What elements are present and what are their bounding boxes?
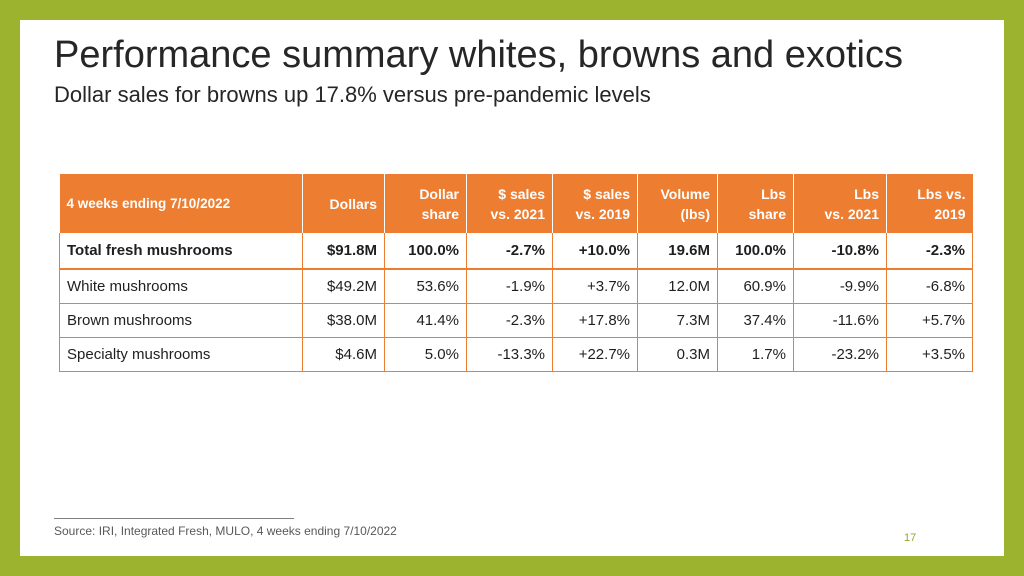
cell-volume: 12.0M bbox=[637, 269, 718, 304]
cell-sales-vs-2021: -2.7% bbox=[466, 233, 553, 270]
header-sales-vs-2021-line2: vs. 2021 bbox=[490, 205, 546, 222]
header-sales-vs-2019-line1: $ sales bbox=[583, 185, 630, 202]
cell-lbs-vs-2019: -6.8% bbox=[886, 269, 973, 304]
cell-lbs-share: 1.7% bbox=[717, 337, 794, 372]
header-sales-vs-2019: $ sales vs. 2019 bbox=[552, 174, 638, 233]
cell-dollar-share: 100.0% bbox=[384, 233, 467, 270]
slide-title: Performance summary whites, browns and e… bbox=[54, 34, 903, 76]
header-lbs-vs-2019-line2: 2019 bbox=[934, 205, 966, 222]
page-number: 17 bbox=[904, 532, 917, 544]
cell-lbs-share: 60.9% bbox=[717, 269, 794, 304]
cell-sales-vs-2019: +10.0% bbox=[552, 233, 638, 270]
header-lbs-vs-2019: Lbs vs. 2019 bbox=[886, 174, 973, 233]
header-lbs-vs-2019-line1: Lbs vs. bbox=[917, 185, 966, 202]
slide: Performance summary whites, browns and e… bbox=[20, 20, 1004, 556]
table-header-row: 4 weeks ending 7/10/2022 Dollars Dollar s… bbox=[59, 174, 973, 233]
cell-lbs-vs-2021: -10.8% bbox=[793, 233, 887, 270]
cell-sales-vs-2021: -1.9% bbox=[466, 269, 553, 304]
header-lbs-share-line1: Lbs bbox=[761, 185, 786, 202]
cell-lbs-vs-2019: +5.7% bbox=[886, 303, 973, 338]
cell-lbs-vs-2021: -9.9% bbox=[793, 269, 887, 304]
performance-summary-table: 4 weeks ending 7/10/2022 Dollars Dollar s… bbox=[59, 174, 973, 372]
cell-dollar-share: 41.4% bbox=[384, 303, 467, 338]
table-row-white: White mushrooms $49.2M 53.6% -1.9% +3.7%… bbox=[59, 269, 973, 304]
footnote-divider bbox=[54, 518, 294, 519]
cell-sales-vs-2019: +3.7% bbox=[552, 269, 638, 304]
header-volume-line1: Volume bbox=[660, 185, 710, 202]
cell-sales-vs-2021: -2.3% bbox=[466, 303, 553, 338]
cell-dollars: $4.6M bbox=[302, 337, 385, 372]
header-lbs-vs-2021-line1: Lbs bbox=[854, 185, 879, 202]
cell-dollar-share: 5.0% bbox=[384, 337, 467, 372]
header-lbs-share: Lbs share bbox=[717, 174, 794, 233]
cell-sales-vs-2019: +17.8% bbox=[552, 303, 638, 338]
cell-lbs-vs-2021: -11.6% bbox=[793, 303, 887, 338]
header-sales-vs-2021: $ sales vs. 2021 bbox=[466, 174, 553, 233]
cell-volume: 7.3M bbox=[637, 303, 718, 338]
cell-dollars: $49.2M bbox=[302, 269, 385, 304]
header-dollar-share-line2: share bbox=[421, 205, 459, 222]
cell-lbs-share: 37.4% bbox=[717, 303, 794, 338]
cell-volume: 19.6M bbox=[637, 233, 718, 270]
cell-dollars: $38.0M bbox=[302, 303, 385, 338]
header-period: 4 weeks ending 7/10/2022 bbox=[59, 174, 303, 233]
cell-lbs-vs-2019: +3.5% bbox=[886, 337, 973, 372]
cell-lbs-vs-2021: -23.2% bbox=[793, 337, 887, 372]
header-dollar-share-line1: Dollar bbox=[419, 185, 459, 202]
row-label: White mushrooms bbox=[59, 269, 303, 304]
header-lbs-vs-2021: Lbs vs. 2021 bbox=[793, 174, 887, 233]
header-dollars: Dollars bbox=[302, 174, 385, 233]
source-note: Source: IRI, Integrated Fresh, MULO, 4 w… bbox=[54, 524, 397, 538]
row-label: Brown mushrooms bbox=[59, 303, 303, 338]
cell-sales-vs-2021: -13.3% bbox=[466, 337, 553, 372]
slide-subtitle: Dollar sales for browns up 17.8% versus … bbox=[54, 82, 651, 107]
cell-dollars: $91.8M bbox=[302, 233, 385, 270]
header-lbs-share-line2: share bbox=[748, 205, 786, 222]
cell-lbs-vs-2019: -2.3% bbox=[886, 233, 973, 270]
table-row-specialty: Specialty mushrooms $4.6M 5.0% -13.3% +2… bbox=[59, 337, 973, 372]
row-label: Specialty mushrooms bbox=[59, 337, 303, 372]
header-sales-vs-2019-line2: vs. 2019 bbox=[575, 205, 631, 222]
table-row-total: Total fresh mushrooms $91.8M 100.0% -2.7… bbox=[59, 233, 973, 270]
row-label: Total fresh mushrooms bbox=[59, 233, 303, 270]
cell-lbs-share: 100.0% bbox=[717, 233, 794, 270]
header-lbs-vs-2021-line2: vs. 2021 bbox=[824, 205, 880, 222]
header-dollar-share: Dollar share bbox=[384, 174, 467, 233]
cell-volume: 0.3M bbox=[637, 337, 718, 372]
cell-sales-vs-2019: +22.7% bbox=[552, 337, 638, 372]
header-dollars-label: Dollars bbox=[329, 195, 377, 212]
header-volume: Volume (lbs) bbox=[637, 174, 718, 233]
header-volume-line2: (lbs) bbox=[680, 205, 710, 222]
header-period-label: 4 weeks ending 7/10/2022 bbox=[66, 195, 231, 211]
table-row-brown: Brown mushrooms $38.0M 41.4% -2.3% +17.8… bbox=[59, 303, 973, 338]
cell-dollar-share: 53.6% bbox=[384, 269, 467, 304]
header-sales-vs-2021-line1: $ sales bbox=[498, 185, 545, 202]
